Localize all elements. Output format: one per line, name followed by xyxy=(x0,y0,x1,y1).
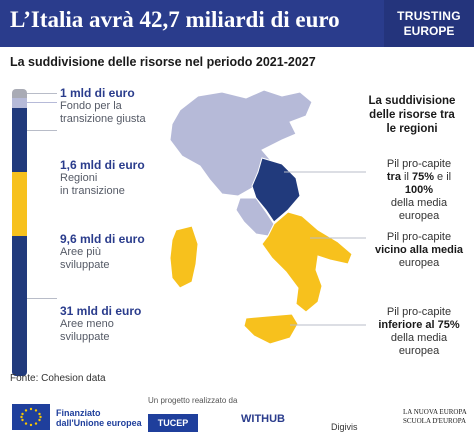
tucep-logo: TUCEP xyxy=(148,414,198,432)
bar-segment-less-developed-rest xyxy=(12,236,27,376)
connector-fund xyxy=(27,93,57,94)
nuova-line: SCUOLA D'EUROPA xyxy=(403,417,467,425)
connector-less xyxy=(27,298,57,299)
logo-line-1: TRUSTING xyxy=(397,9,461,23)
regions-title-line: delle risorse tra xyxy=(369,109,455,121)
map-region-sardinia xyxy=(169,225,199,289)
region-label-transition: Pil pro-capite tra il 75% e il 100% dell… xyxy=(372,158,466,223)
region-label-line: Pil pro-capite xyxy=(386,306,452,318)
allocation-value: 9,6 mld di euro xyxy=(60,232,145,246)
header-banner: L’Italia avrà 42,7 miliardi di euro TRUS… xyxy=(0,0,474,47)
allocation-desc: sviluppate xyxy=(60,259,110,271)
region-label-line: Pil pro-capite xyxy=(386,231,452,243)
trusting-europe-logo: TRUSTING EUROPE xyxy=(384,0,474,47)
region-label-line: della media europea xyxy=(390,197,448,222)
allocation-item-less-developed: 31 mld di euro Aree meno sviluppate xyxy=(60,304,141,344)
allocation-desc: sviluppate xyxy=(60,331,110,343)
digivis-logo: Digivis xyxy=(331,422,358,432)
allocation-desc: Fondo per la xyxy=(60,100,122,112)
bar-segment-developed xyxy=(12,108,27,172)
allocation-desc: Aree meno xyxy=(60,318,114,330)
subtitle: La suddivisione delle risorse nel period… xyxy=(10,55,316,69)
eu-text-line: Finanziato xyxy=(56,408,101,418)
bar-segment-transition xyxy=(12,98,27,108)
region-label-line: inferiore al 75% xyxy=(378,319,460,331)
eu-text-line: dall'Unione europea xyxy=(56,418,142,428)
region-label-line: Pil pro-capite xyxy=(386,158,452,170)
bar-segment-fund xyxy=(12,89,27,98)
regions-title-line: le regioni xyxy=(386,123,438,135)
page-title: L’Italia avrà 42,7 miliardi di euro xyxy=(10,7,340,32)
regions-title-line: La suddivisione xyxy=(368,95,456,107)
allocation-desc: Aree più xyxy=(60,246,101,258)
map-region-south xyxy=(261,211,353,313)
eu-stars-icon xyxy=(20,407,42,427)
region-label-line: vicino alla media xyxy=(374,244,464,256)
allocation-bar xyxy=(12,89,27,376)
allocation-value: 1 mld di euro xyxy=(60,86,135,100)
eu-flag-icon xyxy=(12,404,50,430)
region-label-line: tra il 75% e il 100% xyxy=(386,171,452,196)
source-note: Fonte: Cohesion data xyxy=(10,373,106,384)
allocation-desc: transizione giusta xyxy=(60,113,146,125)
regions-title: La suddivisione delle risorse tra le reg… xyxy=(362,94,462,136)
allocation-item-fund: 1 mld di euro Fondo per la transizione g… xyxy=(60,86,146,126)
map-region-sicily xyxy=(243,313,299,345)
map-region-center xyxy=(251,157,301,223)
region-label-line: della media europea xyxy=(390,332,448,357)
region-label-line: europea xyxy=(398,257,440,269)
allocation-value: 1,6 mld di euro xyxy=(60,158,145,172)
allocation-desc: in transizione xyxy=(60,185,125,197)
nuova-europa-logo: LA NUOVA EUROPA SCUOLA D'EUROPA xyxy=(403,408,471,426)
project-text: Un progetto realizzato da xyxy=(148,396,238,405)
nuova-line: LA NUOVA EUROPA xyxy=(403,408,467,416)
bar-segment-less-developed xyxy=(12,172,27,236)
allocation-desc: Regioni xyxy=(60,172,98,184)
allocation-item-developed: 9,6 mld di euro Aree più sviluppate xyxy=(60,232,145,272)
region-label-developed: Pil pro-capite vicino alla media europea xyxy=(372,231,466,270)
withub-logo: WITHUB xyxy=(241,413,285,425)
connector-developed xyxy=(27,130,57,131)
allocation-item-transition: 1,6 mld di euro Regioni in transizione xyxy=(60,158,145,198)
allocation-value: 31 mld di euro xyxy=(60,304,142,318)
connector-transition xyxy=(27,102,57,103)
logo-line-2: EUROPE xyxy=(403,24,455,38)
region-label-less-developed: Pil pro-capite inferiore al 75% della me… xyxy=(372,306,466,358)
eu-funding-text: Finanziato dall'Unione europea xyxy=(56,408,142,428)
map-region-north xyxy=(169,89,313,197)
